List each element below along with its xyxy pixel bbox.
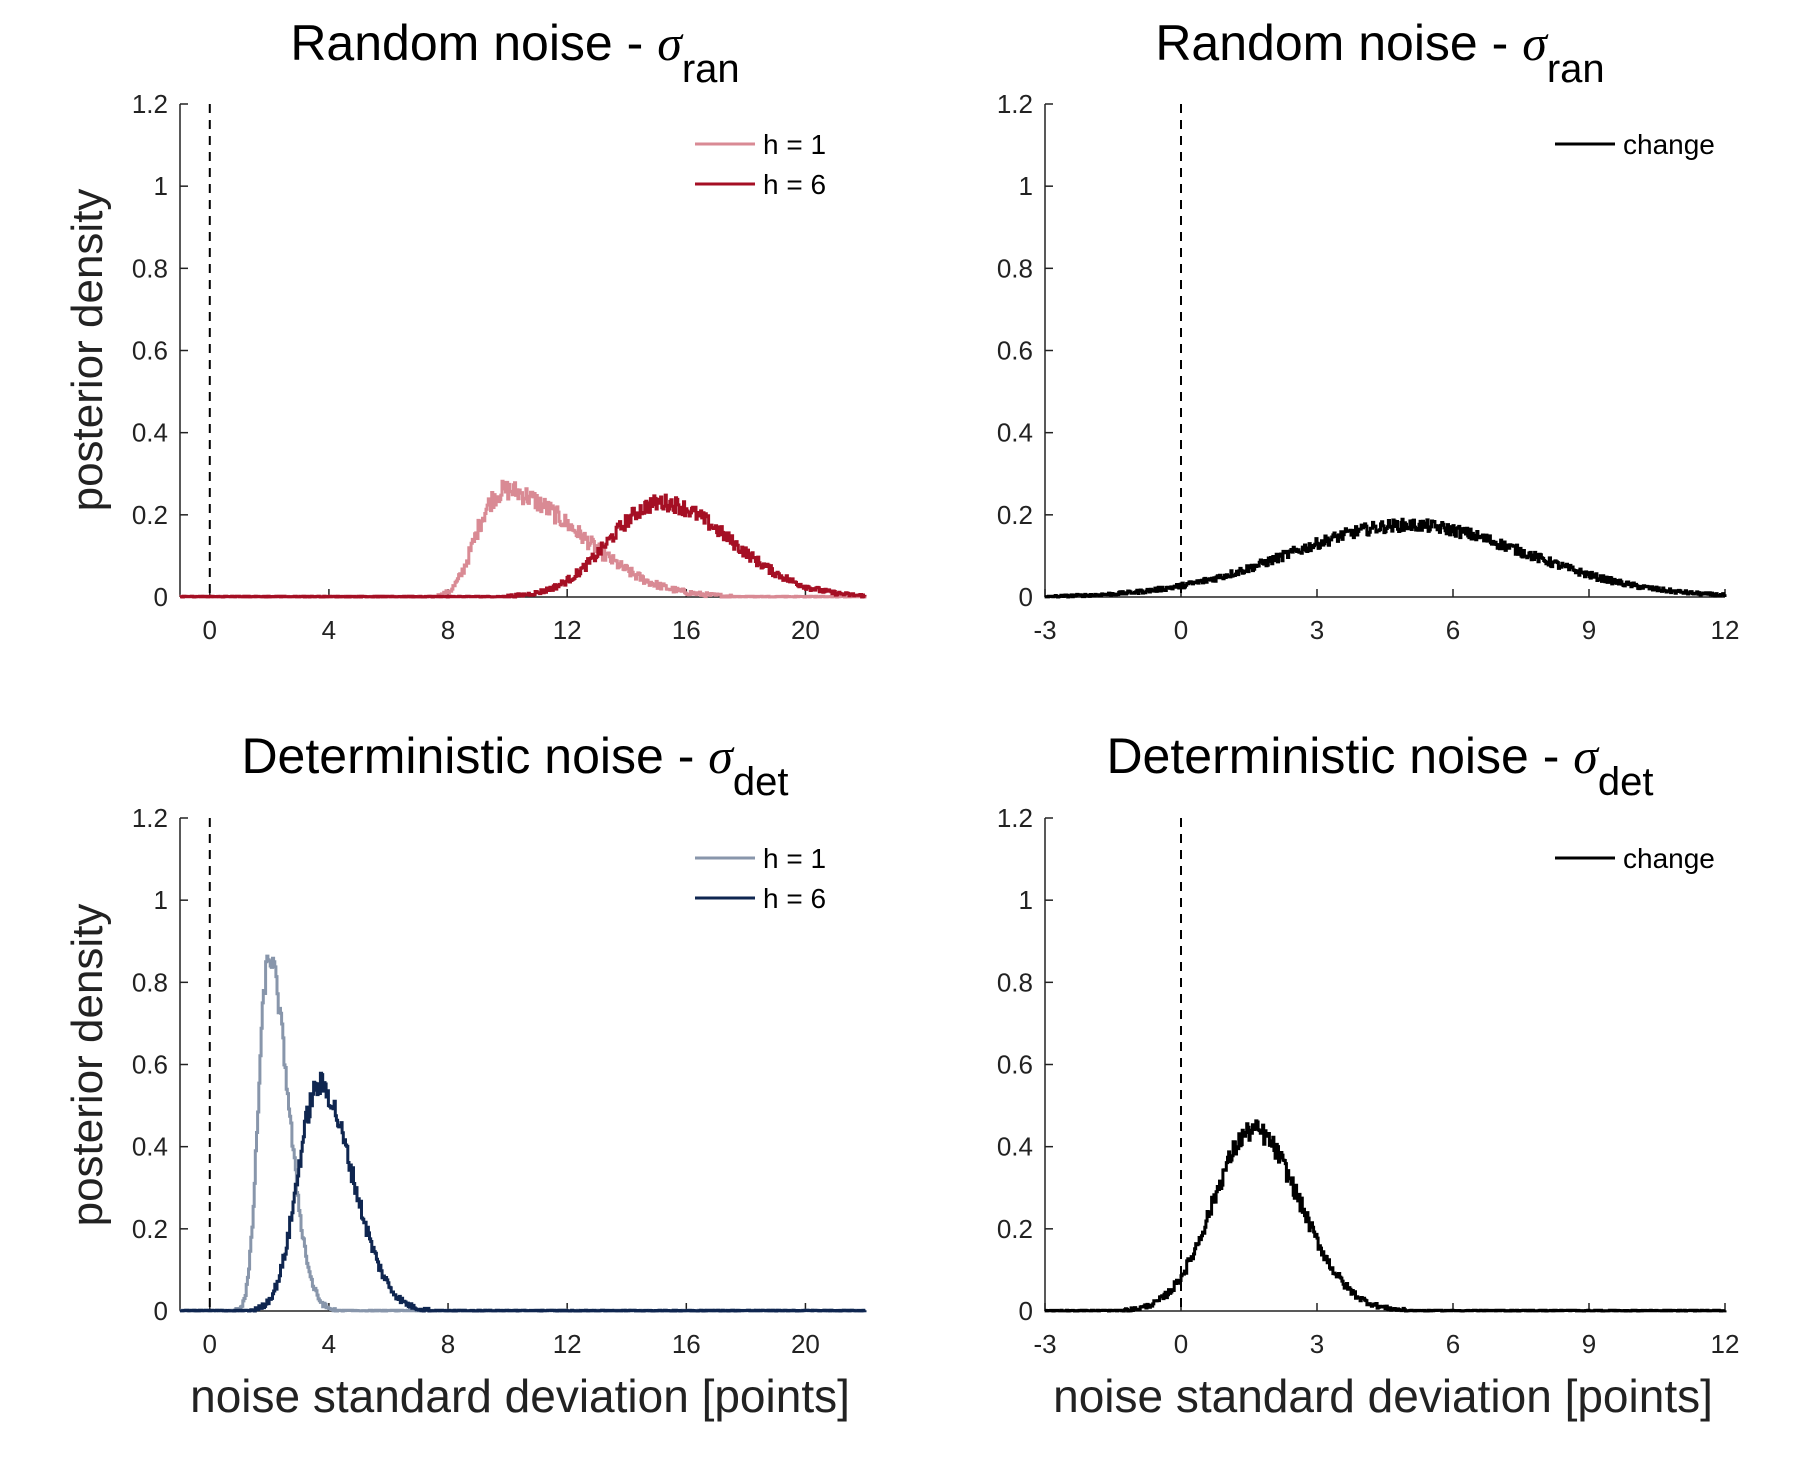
chart-title-main: Random noise - — [1155, 15, 1522, 71]
x-tick-label: 16 — [672, 1329, 701, 1359]
y-tick-label: 0.8 — [132, 967, 168, 997]
y-tick-label: 0.4 — [997, 418, 1033, 448]
x-tick-label: 3 — [1310, 615, 1324, 645]
chart-title: Deterministic noise - σdet — [241, 728, 788, 804]
chart-title-symbol: σ — [657, 15, 684, 71]
x-tick-label: 6 — [1446, 1329, 1460, 1359]
chart-title-symbol: σ — [708, 728, 735, 784]
y-axis-label: posterior density — [63, 189, 112, 512]
chart-title-symbol: σ — [1573, 728, 1600, 784]
y-tick-label: 0 — [154, 582, 168, 612]
x-tick-label: 9 — [1582, 1329, 1596, 1359]
series-line-change — [1044, 1119, 1727, 1313]
y-tick-label: 0 — [154, 1296, 168, 1326]
y-tick-label: 0.4 — [132, 418, 168, 448]
chart-panel-4: Deterministic noise - σdet 0 0.2 0.4 0.6 0.8 1… — [997, 728, 1740, 1422]
y-tick-label: 0.8 — [997, 253, 1033, 283]
y-tick-label: 1 — [1019, 885, 1033, 915]
y-tick-label: 1.2 — [132, 803, 168, 833]
x-tick-label: -3 — [1033, 1329, 1056, 1359]
chart-title: Random noise - σran — [290, 15, 739, 91]
chart-title: Random noise - σran — [1155, 15, 1604, 91]
x-tick-label: 9 — [1582, 615, 1596, 645]
legend-label: change — [1623, 843, 1715, 874]
x-tick-label: 0 — [1174, 615, 1188, 645]
chart-title-main: Deterministic noise - — [241, 728, 708, 784]
y-tick-label: 0 — [1019, 582, 1033, 612]
chart-panel-1: Random noise - σran 0 0.2 0.4 0.6 0.8 1 1.2 0 4 8 1… — [63, 15, 867, 645]
x-tick-label: -3 — [1033, 615, 1056, 645]
y-tick-label: 1.2 — [132, 89, 168, 119]
x-tick-label: 8 — [441, 1329, 455, 1359]
y-tick-label: 0.2 — [132, 500, 168, 530]
x-tick-label: 0 — [203, 615, 217, 645]
y-axis-label: posterior density — [63, 904, 112, 1227]
y-tick-label: 1.2 — [997, 803, 1033, 833]
x-tick-label: 12 — [1711, 615, 1740, 645]
legend-label: h = 1 — [763, 129, 826, 160]
chart-title-main: Random noise - — [290, 15, 657, 71]
chart-panel-3: Deterministic noise - σdet 0 0.2 0.4 0.6 0.8 1… — [63, 728, 867, 1422]
y-tick-label: 0.6 — [132, 336, 168, 366]
series-line-change — [1044, 517, 1727, 599]
x-tick-label: 20 — [791, 615, 820, 645]
chart-title-subscript: det — [1598, 760, 1654, 804]
x-tick-label: 20 — [791, 1329, 820, 1359]
x-tick-label: 0 — [203, 1329, 217, 1359]
x-tick-label: 8 — [441, 615, 455, 645]
y-tick-label: 1.2 — [997, 89, 1033, 119]
x-tick-label: 6 — [1446, 615, 1460, 645]
chart-title-subscript: ran — [1547, 47, 1605, 91]
y-tick-label: 0.4 — [997, 1132, 1033, 1162]
x-tick-label: 4 — [322, 1329, 336, 1359]
series-line-h-1 — [179, 479, 867, 599]
x-tick-label: 12 — [553, 1329, 582, 1359]
chart-title-main: Deterministic noise - — [1106, 728, 1573, 784]
chart-title-symbol: σ — [1522, 15, 1549, 71]
y-tick-label: 0.2 — [997, 500, 1033, 530]
series-line-h-6 — [179, 493, 867, 599]
y-tick-label: 0.8 — [997, 967, 1033, 997]
series-line-h-6 — [180, 1071, 867, 1313]
y-tick-label: 1 — [154, 171, 168, 201]
x-tick-label: 0 — [1174, 1329, 1188, 1359]
legend-label: h = 6 — [763, 169, 826, 200]
chart-title-subscript: det — [733, 760, 789, 804]
x-tick-label: 16 — [672, 615, 701, 645]
x-axis-label: noise standard deviation [points] — [190, 1370, 850, 1422]
chart-title: Deterministic noise - σdet — [1106, 728, 1653, 804]
y-tick-label: 1 — [154, 885, 168, 915]
legend-label: change — [1623, 129, 1715, 160]
x-tick-label: 3 — [1310, 1329, 1324, 1359]
y-tick-label: 0.2 — [997, 1214, 1033, 1244]
y-tick-label: 0.6 — [997, 1050, 1033, 1080]
chart-title-subscript: ran — [682, 47, 740, 91]
y-tick-label: 0.6 — [132, 1050, 168, 1080]
x-tick-label: 12 — [553, 615, 582, 645]
y-tick-label: 0 — [1019, 1296, 1033, 1326]
x-tick-label: 12 — [1711, 1329, 1740, 1359]
legend-label: h = 1 — [763, 843, 826, 874]
x-tick-label: 4 — [322, 615, 336, 645]
y-tick-label: 0.6 — [997, 336, 1033, 366]
y-tick-label: 0.8 — [132, 253, 168, 283]
y-tick-label: 0.4 — [132, 1132, 168, 1162]
y-tick-label: 0.2 — [132, 1214, 168, 1244]
legend-label: h = 6 — [763, 883, 826, 914]
y-tick-label: 1 — [1019, 171, 1033, 201]
x-axis-label: noise standard deviation [points] — [1053, 1370, 1713, 1422]
